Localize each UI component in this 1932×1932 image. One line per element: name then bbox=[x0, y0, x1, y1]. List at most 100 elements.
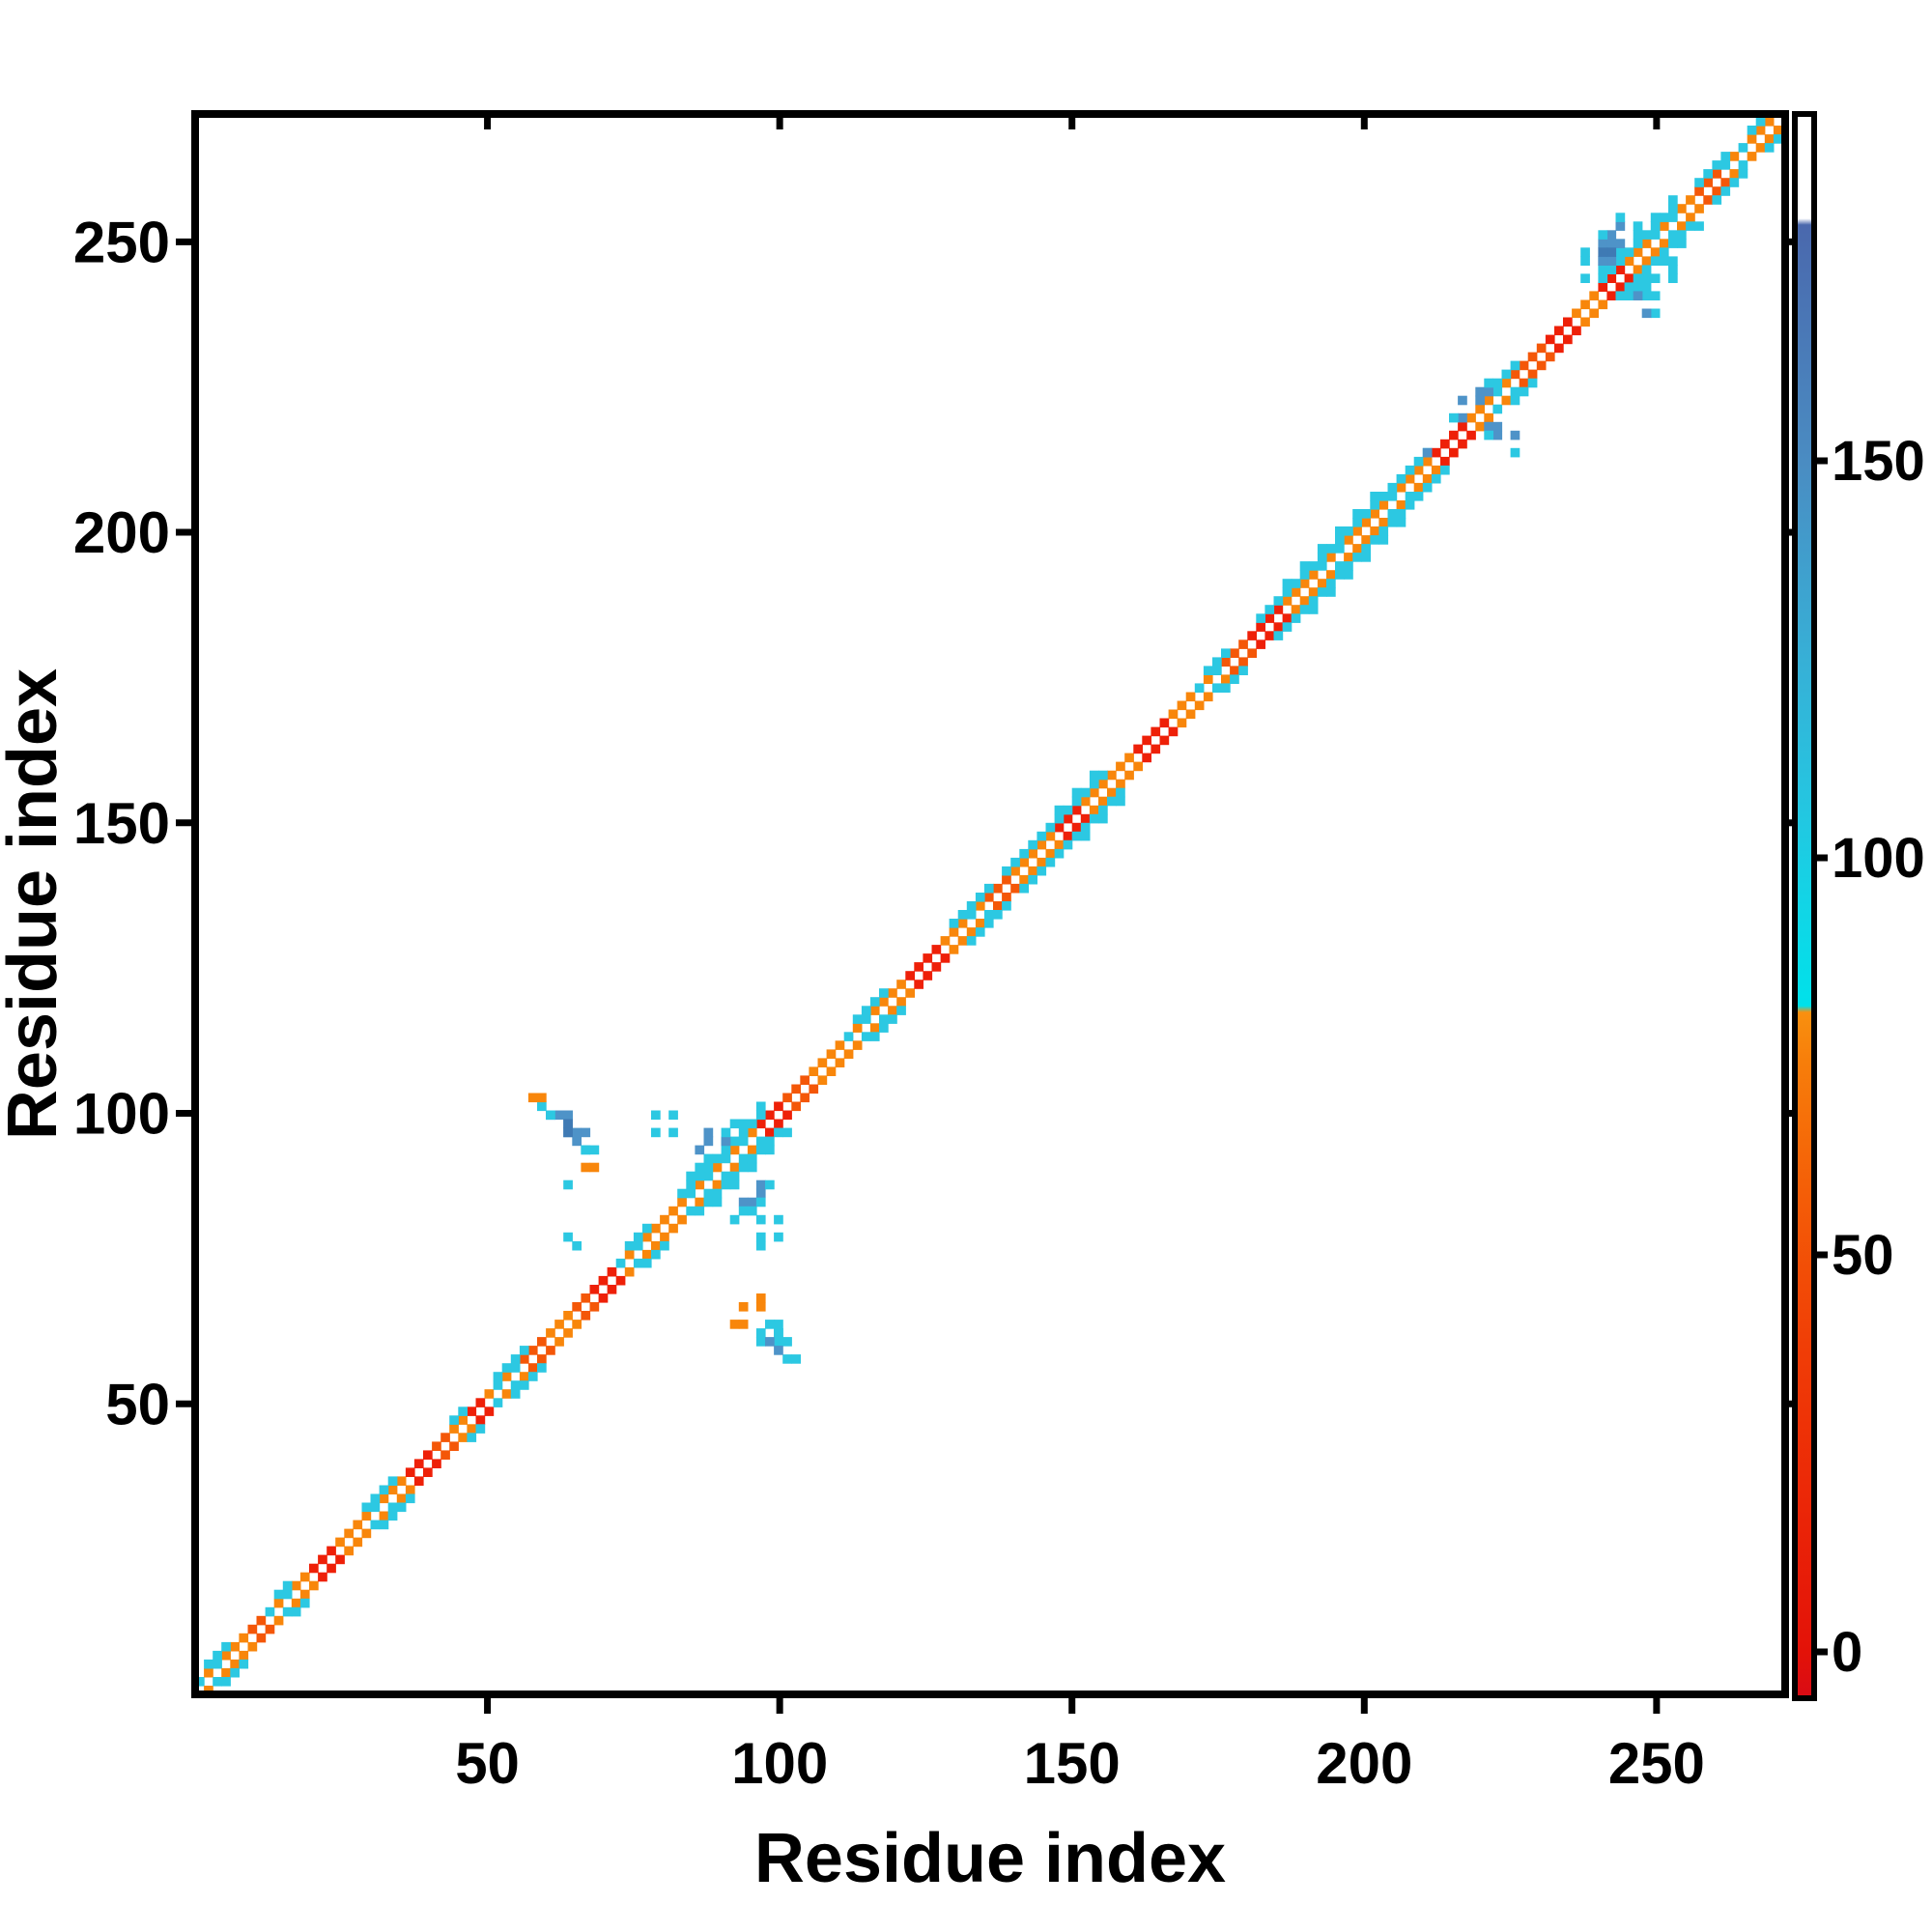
diagonal-cell bbox=[1536, 360, 1547, 371]
diagonal-cell bbox=[721, 1171, 731, 1181]
flank-cell bbox=[1659, 256, 1669, 266]
diagonal-cell bbox=[1764, 134, 1775, 144]
flank-cell bbox=[1440, 465, 1450, 475]
diagonal-cell bbox=[1563, 334, 1573, 345]
flank-cell bbox=[501, 1363, 512, 1373]
diagonal-cell bbox=[1221, 657, 1231, 667]
cluster-cell bbox=[1606, 230, 1617, 240]
flank-cell bbox=[1282, 622, 1293, 632]
diagonal-cell bbox=[931, 962, 942, 972]
diagonal-cell bbox=[888, 1006, 897, 1015]
flank-cell bbox=[1650, 256, 1661, 266]
x-tick-label: 150 bbox=[1024, 1731, 1121, 1796]
diagonal-cell bbox=[273, 1598, 284, 1608]
flank-cell bbox=[755, 1101, 766, 1112]
diagonal-cell bbox=[256, 1633, 267, 1643]
flank-cell bbox=[1686, 221, 1695, 231]
diagonal-cell bbox=[905, 988, 915, 998]
diagonal-cell bbox=[527, 1363, 538, 1373]
diagonal-cell bbox=[949, 945, 959, 954]
diagonal-cell bbox=[396, 1493, 407, 1504]
flank-cell bbox=[396, 1502, 407, 1513]
diagonal-cell bbox=[501, 1372, 512, 1381]
diagonal-cell bbox=[204, 1686, 213, 1694]
diagonal-cell bbox=[879, 1014, 889, 1024]
diagonal-cell bbox=[1317, 579, 1327, 588]
diagonal-cell bbox=[993, 901, 1003, 911]
flank-cell bbox=[1344, 570, 1353, 580]
flank-cell bbox=[1010, 857, 1020, 867]
cluster-cell bbox=[581, 1145, 591, 1155]
cluster-cell bbox=[1668, 265, 1678, 274]
flank-cell bbox=[703, 1162, 714, 1173]
diagonal-cell bbox=[405, 1467, 415, 1477]
flank-cell bbox=[1221, 648, 1231, 658]
diagonal-cell bbox=[983, 893, 994, 902]
cluster-cell bbox=[1484, 386, 1493, 397]
cluster-cell bbox=[1458, 412, 1467, 423]
diagonal-cell bbox=[1291, 587, 1301, 597]
flank-cell bbox=[204, 1659, 213, 1669]
diagonal-cell bbox=[1641, 256, 1652, 266]
diagonal-cell bbox=[712, 1179, 723, 1190]
diagonal-cell bbox=[1449, 430, 1459, 440]
diagonal-cell bbox=[1370, 526, 1379, 536]
diagonal-cell bbox=[774, 1119, 783, 1129]
flank-cell bbox=[703, 1153, 714, 1164]
diagonal-cell bbox=[1510, 369, 1520, 380]
flank-cell bbox=[1071, 796, 1082, 807]
diagonal-cell bbox=[1124, 753, 1134, 763]
cluster-cell bbox=[765, 1320, 775, 1329]
diagonal-cell bbox=[1212, 683, 1222, 693]
diagonal-cell bbox=[1589, 291, 1599, 300]
diagonal-cell bbox=[1492, 404, 1503, 414]
diagonal-cell bbox=[791, 1101, 801, 1112]
diagonal-cell bbox=[598, 1293, 609, 1303]
diagonal-cell bbox=[1230, 648, 1239, 658]
flank-cell bbox=[1291, 613, 1301, 623]
flank-cell bbox=[869, 1032, 880, 1041]
flank-cell bbox=[449, 1415, 459, 1425]
diagonal-cell bbox=[1633, 247, 1643, 257]
diagonal-cell bbox=[1194, 683, 1205, 693]
diagonal-cell bbox=[1606, 273, 1617, 283]
diagonal-cell bbox=[1037, 839, 1047, 850]
diagonal-cell bbox=[353, 1537, 363, 1548]
flank-cell bbox=[983, 883, 994, 894]
cluster-cell bbox=[1475, 386, 1485, 397]
flank-cell bbox=[879, 988, 889, 998]
diagonal-cell bbox=[923, 971, 933, 980]
flank-cell bbox=[896, 1006, 906, 1015]
diagonal-cell bbox=[379, 1493, 389, 1504]
diagonal-cell bbox=[1142, 753, 1151, 763]
diagonal-cell bbox=[1116, 761, 1125, 772]
diagonal-cell bbox=[327, 1546, 336, 1556]
flank-cell bbox=[686, 1179, 696, 1190]
flank-cell bbox=[1317, 587, 1327, 597]
diagonal-cell bbox=[1010, 866, 1020, 876]
cluster-cell bbox=[1475, 395, 1485, 406]
diagonal-cell bbox=[1335, 544, 1345, 554]
cluster-cell bbox=[572, 1136, 582, 1147]
diagonal-cell bbox=[1449, 447, 1459, 458]
flank-cell bbox=[703, 1197, 714, 1208]
flank-cell bbox=[729, 1171, 740, 1181]
diagonal-cell bbox=[826, 1049, 837, 1059]
flank-cell bbox=[1668, 239, 1678, 248]
flank-cell bbox=[1641, 265, 1652, 274]
flank-cell bbox=[1361, 544, 1371, 554]
diagonal-cell bbox=[589, 1285, 600, 1294]
diagonal-cell bbox=[1238, 657, 1248, 667]
flank-cell bbox=[993, 910, 1003, 920]
flank-cell bbox=[949, 919, 959, 928]
diagonal-cell bbox=[440, 1450, 450, 1460]
diagonal-cell bbox=[361, 1511, 372, 1521]
diagonal-cell bbox=[396, 1476, 407, 1486]
cluster-cell bbox=[782, 1337, 792, 1347]
diagonal-cell bbox=[1361, 518, 1371, 527]
cluster-cell bbox=[738, 1320, 749, 1329]
diagonal-cell bbox=[1422, 473, 1433, 484]
diagonal-cell bbox=[440, 1433, 450, 1442]
flank-cell bbox=[660, 1240, 669, 1251]
diagonal-cell bbox=[931, 945, 942, 954]
